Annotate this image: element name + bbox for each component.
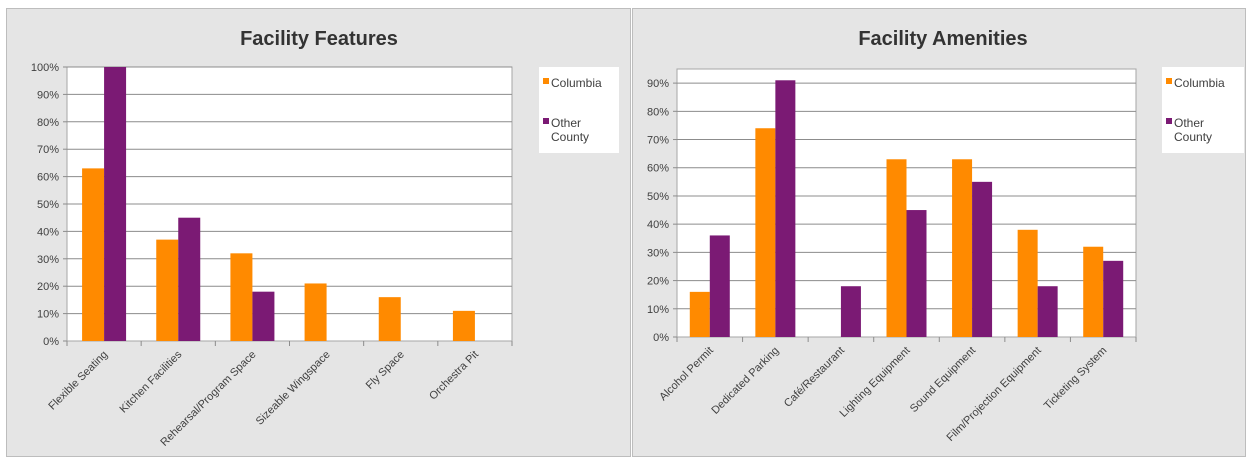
x-tick-label: Sizeable Wingspace bbox=[254, 349, 333, 428]
bar-columbia-sizeable-wingspace bbox=[304, 283, 327, 341]
bar-other-county-ticketing-system bbox=[1103, 260, 1124, 337]
bar-columbia-dedicated-parking bbox=[755, 128, 776, 337]
y-tick-label: 0% bbox=[43, 336, 59, 348]
x-tick-label: Sound Equipment bbox=[908, 345, 978, 415]
bar-columbia-orchestra-pit bbox=[452, 310, 475, 341]
bar-columbia-alcohol-permit bbox=[689, 291, 710, 337]
bar-other-county-lighting-equipment bbox=[906, 210, 927, 337]
y-tick-label: 20% bbox=[647, 276, 669, 288]
y-tick-label: 80% bbox=[647, 106, 669, 118]
y-tick-label: 70% bbox=[37, 144, 59, 156]
bar-other-county-rehearsal-program-space bbox=[252, 291, 275, 341]
bar-columbia-lighting-equipment bbox=[886, 159, 907, 337]
y-tick-label: 50% bbox=[37, 199, 59, 211]
x-tick-label: Café/Restaurant bbox=[782, 345, 847, 410]
x-tick-label: Kitchen Facilities bbox=[118, 348, 185, 415]
y-tick-label: 30% bbox=[37, 254, 59, 266]
chart-title: Facility Amenities bbox=[858, 28, 1027, 50]
x-tick-label: Fly Space bbox=[364, 349, 407, 392]
facility-amenities-chart-panel: Facility Amenities 0% 10% 20% 30% 40% 50% 60% 70… bbox=[632, 8, 1246, 457]
y-tick-label: 40% bbox=[37, 226, 59, 238]
legend-label-columbia: Columbia bbox=[551, 76, 602, 90]
facility-amenities-chart: Facility Amenities 0% 10% 20% 30% 40% 50% 60% 70… bbox=[647, 28, 1244, 444]
y-tick-label: 90% bbox=[647, 78, 669, 90]
y-tick-label: 40% bbox=[647, 219, 669, 231]
facility-features-chart-panel: Facility Features 0% 10% 20% 30% 40% 50% 60% 70%… bbox=[6, 8, 631, 457]
y-tick-label: 90% bbox=[37, 89, 59, 101]
x-tick-label: Lighting Equipment bbox=[838, 345, 913, 420]
bar-other-county-film-projection-equipment bbox=[1037, 286, 1058, 337]
legend-swatch-columbia bbox=[543, 78, 549, 84]
legend-swatch-columbia bbox=[1166, 78, 1172, 84]
legend-label-other-county: Other bbox=[551, 116, 581, 130]
facility-features-chart: Facility Features 0% 10% 20% 30% 40% 50% 60% 70%… bbox=[31, 28, 619, 449]
legend-box bbox=[539, 67, 619, 153]
bar-other-county-dedicated-parking bbox=[775, 80, 796, 337]
legend-box bbox=[1162, 67, 1244, 153]
bar-columbia-flexible-seating bbox=[82, 168, 105, 341]
y-tick-label: 10% bbox=[647, 304, 669, 316]
x-tick-label: Ticketing System bbox=[1042, 345, 1109, 412]
y-tick-label: 20% bbox=[37, 281, 59, 293]
legend-label-columbia: Columbia bbox=[1174, 76, 1225, 90]
bar-other-county-alcohol-permit bbox=[709, 235, 730, 337]
y-tick-label: 60% bbox=[37, 172, 59, 184]
legend-label-other-county: County bbox=[551, 130, 589, 144]
x-tick-label: Orchestra Pit bbox=[427, 349, 481, 403]
y-tick-label: 100% bbox=[31, 62, 59, 74]
x-tick-label: Alcohol Permit bbox=[657, 345, 716, 404]
bar-columbia-film-projection-equipment bbox=[1017, 229, 1038, 337]
legend-swatch-other-county bbox=[543, 118, 549, 124]
x-tick-label: Flexible Seating bbox=[46, 349, 110, 413]
bar-columbia-sound-equipment bbox=[952, 159, 973, 337]
y-tick-label: 30% bbox=[647, 247, 669, 259]
bar-other-county-sound-equipment bbox=[972, 181, 993, 337]
bar-other-county-kitchen-facilities bbox=[178, 217, 201, 341]
bar-columbia-ticketing-system bbox=[1083, 246, 1104, 337]
x-tick-label: Dedicated Parking bbox=[709, 345, 781, 417]
bar-columbia-fly-space bbox=[378, 297, 401, 341]
bar-columbia-rehearsal-program-space bbox=[230, 253, 253, 341]
y-tick-label: 10% bbox=[37, 309, 59, 321]
y-tick-label: 50% bbox=[647, 191, 669, 203]
bar-columbia-kitchen-facilities bbox=[156, 239, 179, 341]
y-tick-label: 0% bbox=[653, 332, 669, 344]
legend-swatch-other-county bbox=[1166, 118, 1172, 124]
bar-other-county-caf-restaurant bbox=[840, 286, 861, 337]
legend-label-other-county: County bbox=[1174, 130, 1212, 144]
y-tick-label: 60% bbox=[647, 163, 669, 175]
bar-other-county-flexible-seating bbox=[104, 67, 127, 341]
chart-title: Facility Features bbox=[240, 28, 398, 50]
y-tick-label: 70% bbox=[647, 135, 669, 147]
y-tick-label: 80% bbox=[37, 117, 59, 129]
legend-label-other-county: Other bbox=[1174, 116, 1204, 130]
